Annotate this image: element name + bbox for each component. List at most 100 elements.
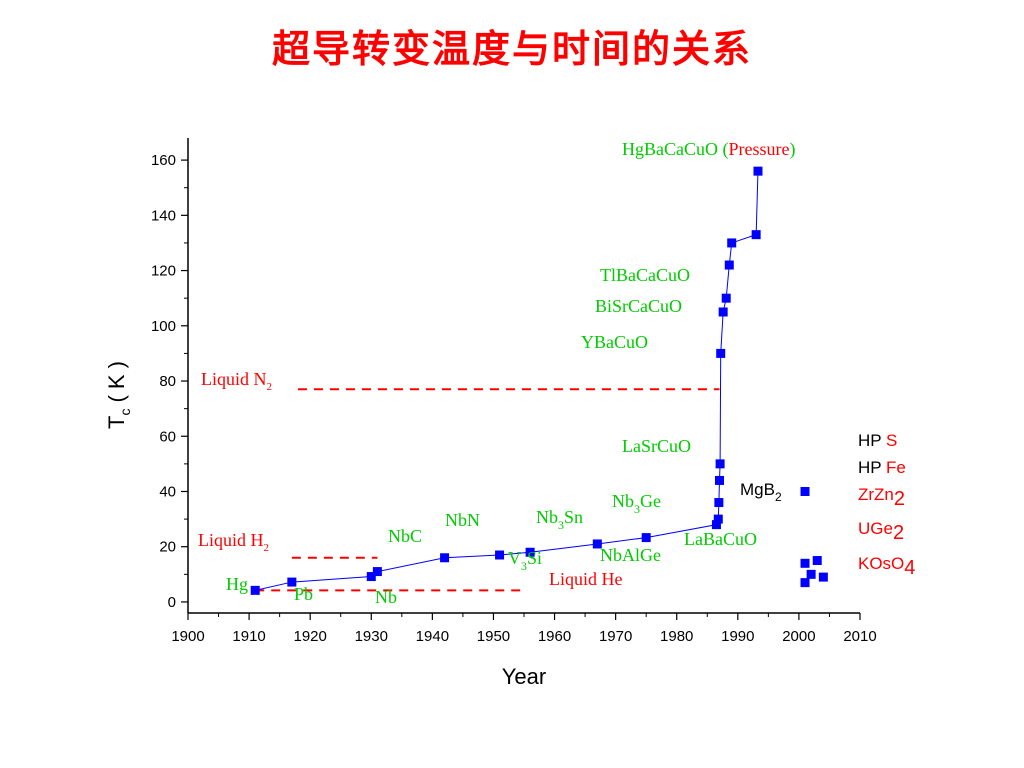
data-point: [250, 585, 260, 595]
y-tick-label: 160: [151, 152, 176, 169]
label-hp-fe-prefix: HP: [858, 458, 886, 477]
y-axis-title-sub: c: [117, 409, 133, 416]
x-tick-label: 1970: [599, 628, 632, 645]
label-liquid-h2: Liquid H2: [198, 530, 269, 554]
label-lasrcuo: LaSrCuO: [622, 436, 691, 456]
label-liquid-n2: Liquid N2: [201, 369, 272, 393]
data-point: [592, 539, 602, 549]
data-point-recent: [812, 556, 822, 566]
label-nbc: NbC: [388, 526, 422, 546]
data-point: [372, 567, 382, 577]
y-tick-label: 60: [159, 428, 176, 445]
data-point: [366, 572, 376, 582]
label-liquid-n2-sub: 2: [267, 381, 273, 393]
label-zrzn2: ZrZn2: [858, 485, 905, 510]
label-hp-s-prefix: HP: [858, 431, 886, 450]
data-point: [495, 550, 505, 560]
data-point: [721, 293, 731, 303]
label-zrzn2-sub: 2: [894, 488, 905, 510]
label-kosoa4: KOsO4: [858, 554, 915, 579]
label-nb3sn-sub: 3: [558, 518, 564, 532]
series-line: [255, 171, 759, 591]
label-hgbacacuo-tail: ): [790, 139, 796, 160]
label-mgb2-sub: 2: [775, 490, 782, 504]
x-tick-label: 2010: [843, 628, 876, 645]
label-v3si-base: V: [508, 548, 521, 568]
label-nb3ge: Nb3Ge: [612, 491, 661, 516]
data-point-recent: [800, 486, 810, 496]
x-tick-label: 1990: [721, 628, 754, 645]
y-axis-title-unit: ( K ): [104, 361, 129, 403]
data-point: [440, 553, 450, 563]
label-v3si: V3Si: [508, 548, 542, 573]
x-tick-label: 1900: [171, 628, 204, 645]
label-hgbacacuo-text: HgBaCaCuO (: [622, 139, 729, 160]
label-pressure-text: Pressure: [729, 139, 790, 159]
x-tick-label: 1910: [232, 628, 265, 645]
data-point: [713, 514, 723, 524]
label-uge2: UGe2: [858, 519, 904, 544]
y-tick-label: 100: [151, 318, 176, 335]
data-point-recent: [800, 578, 810, 588]
label-uge2-sub: 2: [893, 522, 904, 544]
label-nb3ge-base: Nb: [612, 491, 634, 511]
data-point: [715, 459, 725, 469]
label-nb3sn-tail: Sn: [564, 507, 583, 527]
x-tick-label: 1980: [660, 628, 693, 645]
y-tick-label: 80: [159, 373, 176, 390]
x-tick-label: 1960: [538, 628, 571, 645]
data-point: [641, 533, 651, 543]
label-v3si-tail: Si: [527, 548, 542, 568]
y-tick-label: 0: [168, 594, 176, 611]
label-nb3sn: Nb3Sn: [536, 507, 583, 532]
y-tick-label: 120: [151, 263, 176, 280]
data-point: [711, 520, 721, 530]
label-hp-fe: HP Fe: [858, 458, 906, 477]
y-tick-label: 20: [159, 539, 176, 556]
label-koso4-base: KOsO: [858, 554, 904, 573]
page-title: 超导转变温度与时间的关系: [271, 26, 752, 71]
y-axis-title-base: T: [104, 416, 129, 429]
label-liquid-n2-base: Liquid N: [201, 369, 267, 389]
label-liquid-he: Liquid He: [549, 569, 623, 589]
label-liquid-h2-base: Liquid H: [198, 530, 264, 550]
data-point: [287, 577, 297, 587]
data-point: [751, 230, 761, 240]
data-point-recent: [818, 572, 828, 582]
y-axis-title: Tc ( K ): [104, 361, 133, 429]
data-point: [714, 498, 724, 508]
data-line: [255, 171, 759, 591]
data-point: [716, 348, 726, 358]
label-hp-s: HP S: [858, 431, 897, 450]
chart-axes: 1900 1910 1920 1930 1940 1950 1960 1970 1980 1990…: [151, 138, 877, 645]
point-labels: HgBaCaCuO (Pressure) TlBaCaCuO BiSrCaCuO…: [104, 139, 915, 689]
label-uge2-base: UGe: [858, 519, 893, 538]
data-point: [714, 475, 724, 485]
label-nbalge: NbAlGe: [600, 545, 661, 565]
reference-lines: [255, 388, 720, 592]
label-bisrcacuo: BiSrCaCuO: [595, 296, 682, 316]
label-zrzn2-base: ZrZn: [858, 485, 894, 504]
y-tick-label: 140: [151, 207, 176, 224]
label-tlbacacuo: TlBaCaCuO: [600, 265, 690, 285]
label-mgb2: MgB2: [740, 480, 782, 504]
label-nb3sn-base: Nb: [536, 507, 558, 527]
label-mgb2-base: MgB: [740, 480, 775, 499]
label-ybacuo: YBaCuO: [581, 332, 648, 352]
label-nb3ge-sub: 3: [634, 502, 640, 516]
data-point-recent: [800, 558, 810, 568]
label-nb: Nb: [375, 587, 397, 607]
x-axis-title: Year: [502, 664, 546, 689]
label-labacuo: LaBaCuO: [684, 529, 757, 549]
data-point: [718, 307, 728, 317]
label-v3si-sub: 3: [521, 559, 527, 573]
label-pb: Pb: [294, 584, 313, 604]
label-hgbacacuo: HgBaCaCuO (Pressure): [622, 139, 796, 160]
data-point: [525, 547, 535, 557]
label-hp-s-accent: S: [886, 431, 897, 450]
label-hp-fe-accent: Fe: [886, 458, 906, 477]
x-tick-label: 1950: [477, 628, 510, 645]
label-liquid-h2-sub: 2: [264, 542, 270, 554]
data-markers: [250, 166, 828, 595]
